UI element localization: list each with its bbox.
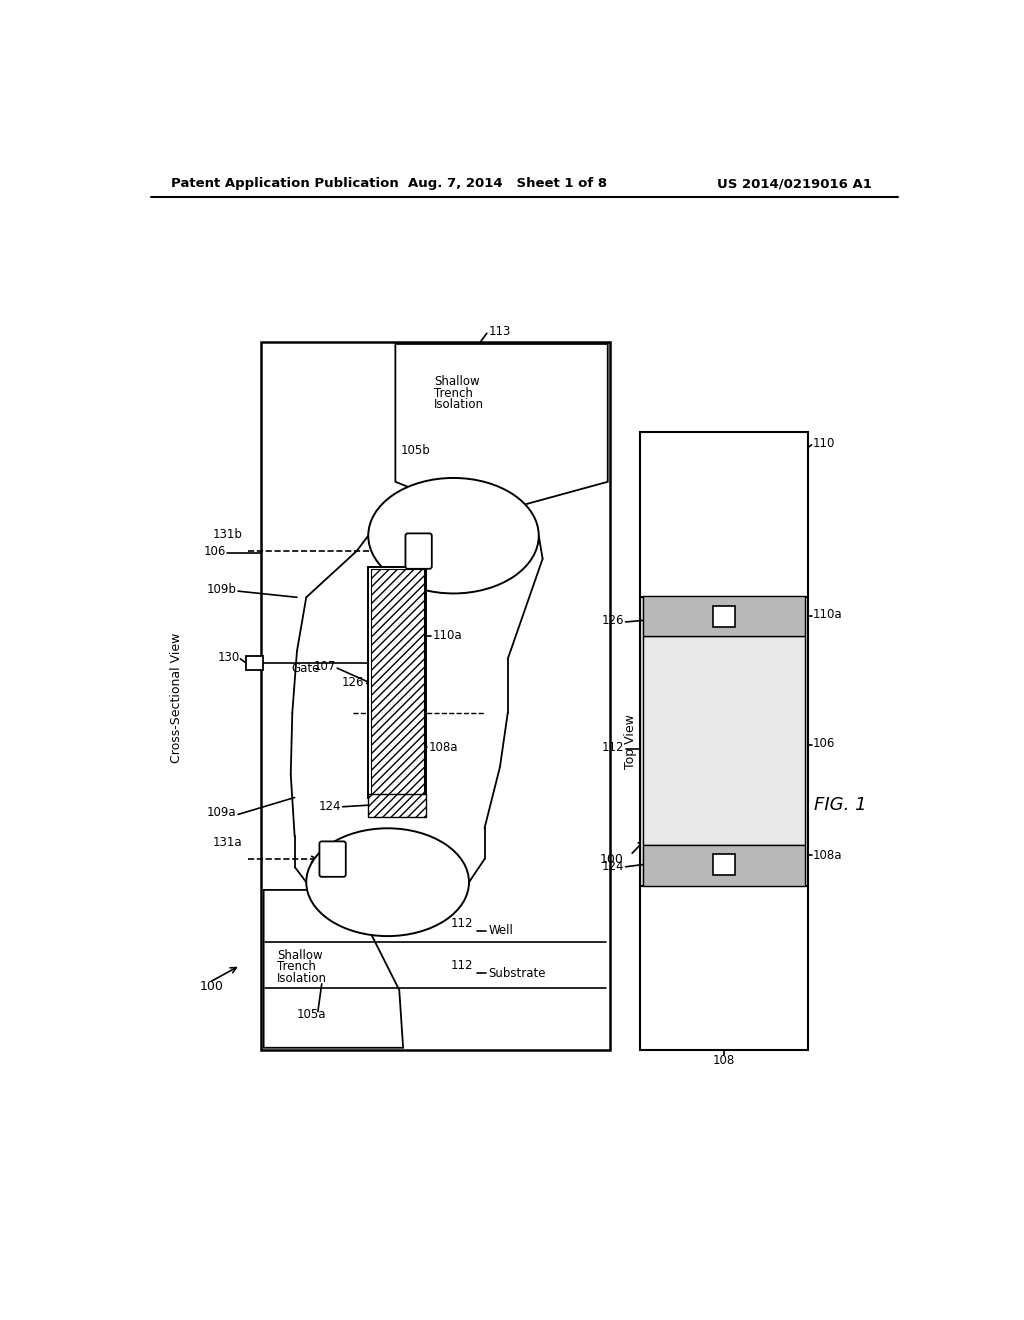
- Text: 108a: 108a: [429, 741, 458, 754]
- Bar: [640, 598, 809, 886]
- Bar: [640, 598, 809, 886]
- Text: 105b: 105b: [400, 445, 430, 458]
- Bar: [713, 854, 735, 875]
- Text: 109b: 109b: [207, 583, 237, 597]
- Bar: [643, 595, 805, 636]
- Text: 100: 100: [600, 853, 624, 866]
- Text: Top View: Top View: [624, 714, 637, 770]
- Text: 126: 126: [342, 676, 365, 689]
- Polygon shape: [395, 345, 607, 506]
- Bar: [261, 342, 610, 1051]
- Text: 124: 124: [318, 800, 341, 813]
- Text: Well: Well: [488, 924, 513, 937]
- Text: 106: 106: [204, 545, 225, 557]
- Text: 126: 126: [601, 614, 624, 627]
- Text: FIG. 1: FIG. 1: [814, 796, 866, 814]
- Text: 110a: 110a: [813, 607, 843, 620]
- Bar: [640, 886, 809, 1051]
- Bar: [369, 566, 426, 797]
- Text: 108: 108: [415, 915, 437, 927]
- Text: 108a: 108a: [813, 849, 843, 862]
- Text: 124: 124: [601, 861, 624, 874]
- Bar: [371, 569, 424, 795]
- Text: 105a: 105a: [297, 1008, 327, 1022]
- Text: Gate: Gate: [292, 661, 321, 675]
- Text: Trench: Trench: [434, 387, 473, 400]
- Ellipse shape: [369, 478, 539, 594]
- Bar: [640, 432, 809, 598]
- Text: Source: Source: [329, 903, 369, 916]
- Text: Trench: Trench: [276, 961, 315, 973]
- Text: 100: 100: [200, 979, 224, 993]
- Text: US 2014/0219016 A1: US 2014/0219016 A1: [717, 177, 872, 190]
- Text: Drain: Drain: [707, 508, 741, 521]
- Text: 112: 112: [451, 958, 473, 972]
- Text: Channel: Channel: [718, 715, 730, 766]
- Bar: [713, 606, 735, 627]
- Text: 110a: 110a: [432, 630, 462, 643]
- Text: 109a: 109a: [207, 807, 237, 820]
- FancyBboxPatch shape: [319, 841, 346, 876]
- FancyBboxPatch shape: [406, 533, 432, 569]
- Bar: [246, 656, 263, 669]
- Text: 112: 112: [451, 916, 473, 929]
- Text: Source: Source: [702, 961, 745, 973]
- Polygon shape: [263, 890, 403, 1048]
- Text: Isolation: Isolation: [434, 399, 484, 412]
- Bar: [643, 636, 805, 845]
- Bar: [369, 793, 426, 817]
- Text: Drain: Drain: [484, 510, 517, 523]
- Text: Substrate: Substrate: [488, 966, 546, 979]
- Text: 113: 113: [488, 325, 511, 338]
- Text: 106: 106: [813, 737, 836, 750]
- Text: 108: 108: [713, 1055, 735, 1068]
- Text: 130: 130: [217, 651, 240, 664]
- Ellipse shape: [306, 829, 469, 936]
- Text: Patent Application Publication: Patent Application Publication: [171, 177, 398, 190]
- Text: Isolation: Isolation: [276, 972, 327, 985]
- Text: Shallow: Shallow: [276, 949, 323, 962]
- Text: 112: 112: [601, 741, 624, 754]
- Text: Cross-Sectional View: Cross-Sectional View: [170, 632, 182, 763]
- Bar: [643, 845, 805, 886]
- Text: 110: 110: [486, 499, 509, 511]
- Text: 131a: 131a: [213, 836, 243, 849]
- Text: 131b: 131b: [213, 528, 243, 541]
- Text: 110: 110: [813, 437, 836, 450]
- Text: Aug. 7, 2014   Sheet 1 of 8: Aug. 7, 2014 Sheet 1 of 8: [409, 177, 607, 190]
- Text: 107: 107: [313, 660, 336, 673]
- Text: Shallow: Shallow: [434, 375, 480, 388]
